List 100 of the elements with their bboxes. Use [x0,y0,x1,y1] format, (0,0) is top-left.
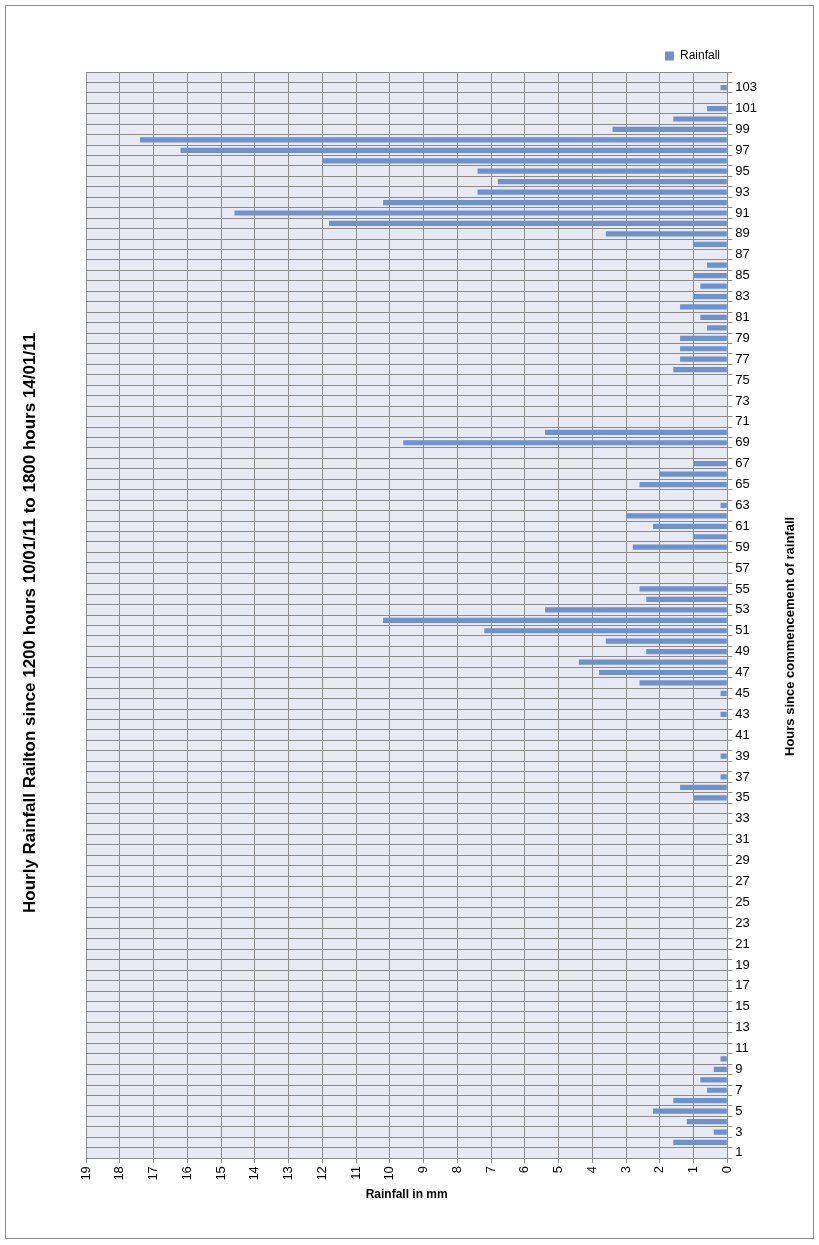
x-tick-label: 11 [347,1166,363,1180]
x-tick-label: 0 [718,1166,734,1174]
y-tick-label: 7 [735,1081,743,1097]
bar [693,241,727,247]
y-tick-label: 79 [735,329,750,345]
x-tick-label: 2 [651,1166,667,1174]
bar [700,1077,727,1083]
y-tick-label: 65 [735,476,750,492]
bar [673,116,727,122]
bar [720,690,727,697]
bar [700,283,727,289]
y-tick-label: 99 [735,121,750,137]
bar [632,544,727,550]
y-tick-label: 57 [735,559,750,575]
bar [693,461,727,467]
bar [605,638,727,644]
y-tick-label: 1 [735,1144,743,1160]
x-tick-label: 15 [212,1166,228,1181]
bar [653,523,727,529]
bar [693,273,727,279]
y-tick-label: 75 [735,371,750,387]
bar [680,335,727,341]
bar [599,669,727,676]
y-tick-label: 43 [735,705,750,721]
x-tick-label: 9 [415,1166,431,1174]
y-tick-label: 49 [735,643,750,659]
x-tick-label: 3 [617,1166,633,1174]
y-tick-label: 13 [735,1019,750,1035]
bar [686,1118,727,1125]
bar [639,481,727,488]
y-tick-label: 15 [735,998,750,1014]
y-tick-label: 21 [735,935,750,951]
bar [180,147,727,153]
bar [720,711,727,717]
y-tick-label: 71 [735,413,750,429]
bar [713,1129,727,1135]
bar [646,649,727,655]
y-tick-label: 97 [735,141,750,157]
bar [484,628,727,634]
y-tick-label: 69 [735,434,750,450]
y-tick-label: 25 [735,893,750,909]
bar [707,1087,727,1093]
bar [639,586,727,592]
bar [680,356,727,362]
bar [403,440,727,446]
bar [605,231,727,237]
bar [707,325,727,331]
x-tick-label: 8 [448,1166,464,1174]
y-tick-label: 59 [735,538,750,554]
x-tick-label: 10 [381,1166,397,1181]
bar [545,607,727,613]
legend-label: Rainfall [679,48,721,63]
y-tick-label: 41 [735,726,750,742]
y-tick-label: 93 [735,183,750,199]
x-tick-label: 12 [313,1166,329,1181]
x-tick-label: 13 [280,1166,296,1181]
bar [680,784,727,790]
y-tick-label: 37 [735,768,750,784]
x-tick-label: 19 [77,1166,93,1181]
bar [545,429,727,435]
y-tick-label: 77 [735,350,750,366]
y-tick-label: 39 [735,747,750,763]
bar [693,795,727,801]
y-tick-label: 83 [735,288,750,304]
y-tick-label: 11 [735,1040,749,1056]
bar [477,168,727,174]
bar [659,471,727,477]
bar [720,753,727,759]
bar [646,596,727,603]
bar [713,1066,727,1072]
x-tick-label: 1 [685,1166,701,1174]
x-axis-title: Rainfall in mm [365,1187,448,1202]
bar [383,617,727,623]
text: Hourly Rainfall Railton since 1200 hours 10/01/11 to 1800 hours 14/01/11 [20,331,40,915]
y-tick-label: 33 [735,810,750,826]
y-tick-label: 27 [735,872,750,888]
y-tick-label: 47 [735,664,750,680]
x-tick-label: 7 [482,1166,498,1174]
y-tick-label: 3 [735,1123,743,1139]
y-tick-label: 89 [735,225,750,241]
bar [639,680,727,686]
bar [626,513,727,519]
bar [720,502,727,509]
y-tick-label: 67 [735,455,750,471]
y-tick-label: 87 [735,246,750,262]
y-tick-label: 51 [735,622,750,638]
x-tick-label: 14 [246,1166,262,1181]
bar [680,346,727,352]
y-tick-label: 61 [735,517,750,533]
bar [720,774,727,780]
bar [720,1056,727,1062]
x-tick-label: 5 [550,1166,566,1174]
y-tick-label: 63 [735,496,750,512]
y-tick-label: 9 [735,1060,743,1076]
bar [707,262,727,268]
bar [477,189,727,195]
bar [673,1098,727,1104]
y-tick-label: 91 [735,204,750,220]
bar [693,293,727,300]
bar [707,105,727,112]
